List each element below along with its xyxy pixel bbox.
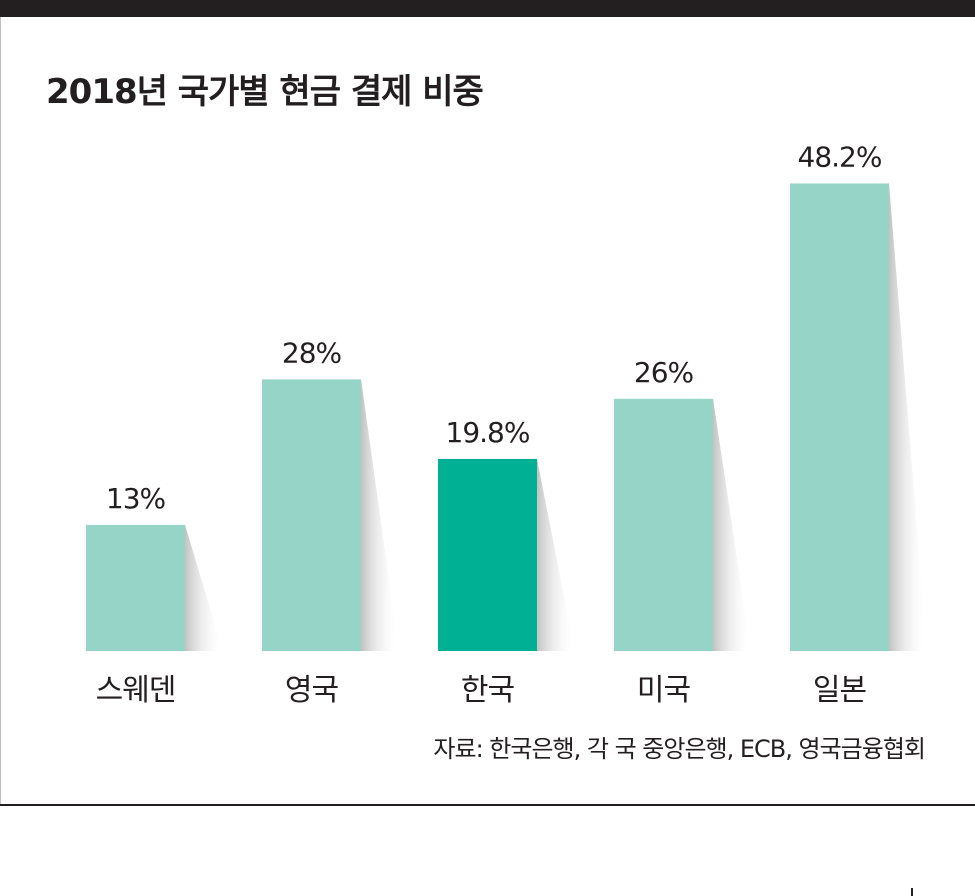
- bottom-border-line: [0, 804, 975, 806]
- bar-shadow: [713, 398, 751, 651]
- value-label: 28%: [282, 336, 342, 369]
- bar-5: [790, 183, 889, 651]
- bars-group: [86, 183, 889, 651]
- category-labels-group: 스웨덴 영국 한국 미국 일본: [96, 673, 868, 708]
- bar-shadows: [185, 183, 927, 651]
- value-labels-group: 13% 28% 19.8% 26% 48.2%: [106, 140, 883, 515]
- left-border-line: [0, 17, 1, 804]
- category-label: 한국: [461, 673, 515, 708]
- category-label: 스웨덴: [96, 673, 176, 708]
- bar-chart: 13% 28% 19.8% 26% 48.2% 스웨덴 영국 한국 미국 일본: [86, 140, 927, 708]
- value-label: 13%: [106, 482, 166, 515]
- bar-2: [262, 379, 361, 651]
- value-label: 26%: [634, 356, 694, 389]
- source-note: 자료: 한국은행, 각 국 중앙은행, ECB, 영국금융협회: [433, 735, 926, 763]
- bar-4: [614, 398, 713, 651]
- category-label: 영국: [285, 673, 339, 708]
- category-label: 미국: [637, 673, 691, 708]
- value-label: 19.8%: [446, 416, 530, 449]
- bar-shadow: [361, 379, 399, 651]
- value-label: 48.2%: [798, 140, 882, 173]
- footer-mark: [911, 888, 913, 896]
- chart-title: 2018년 국가별 현금 결제 비중: [46, 72, 484, 112]
- bar-shadow: [185, 524, 223, 651]
- bar-shadow: [889, 183, 927, 651]
- bar-1: [86, 524, 185, 651]
- category-label: 일본: [813, 673, 866, 708]
- bar-shadow: [537, 458, 575, 651]
- bar-3: [438, 458, 537, 651]
- top-border-bar: [0, 0, 975, 17]
